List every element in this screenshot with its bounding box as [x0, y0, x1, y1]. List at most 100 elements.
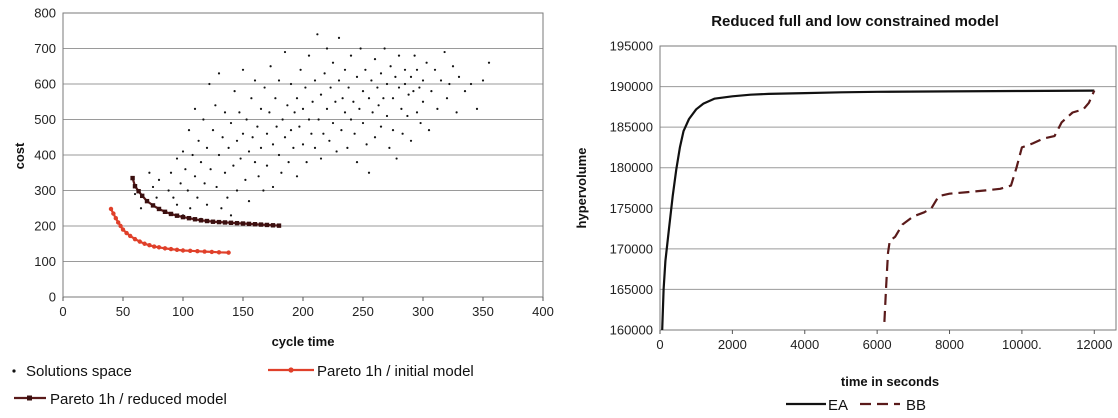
- point-pareto-1h-reduced-model: [157, 207, 161, 211]
- point-pareto-1h-reduced-model: [163, 210, 167, 214]
- point-solutions-space: [330, 86, 332, 88]
- point-solutions-space: [224, 111, 226, 113]
- right-xtick-label: 12000: [1076, 337, 1112, 352]
- point-pareto-1h-initial-model: [138, 239, 142, 243]
- point-solutions-space: [208, 83, 210, 85]
- point-pareto-1h-reduced-model: [145, 199, 149, 203]
- point-solutions-space: [412, 90, 414, 92]
- hypervolume-line-chart: Reduced full and low constrained model h…: [560, 0, 1118, 418]
- point-solutions-space: [300, 69, 302, 71]
- legend-marker-reduced-model: [27, 396, 32, 401]
- point-solutions-space: [326, 108, 328, 110]
- point-solutions-space: [256, 126, 258, 128]
- point-solutions-space: [264, 86, 266, 88]
- point-solutions-space: [260, 108, 262, 110]
- point-solutions-space: [254, 161, 256, 163]
- point-solutions-space: [189, 207, 191, 209]
- point-solutions-space: [230, 214, 232, 216]
- right-legend: EA BB: [786, 397, 926, 414]
- point-solutions-space: [384, 47, 386, 49]
- point-solutions-space: [222, 136, 224, 138]
- point-solutions-space: [156, 197, 158, 199]
- point-solutions-space: [192, 154, 194, 156]
- point-pareto-1h-reduced-model: [193, 217, 197, 221]
- point-solutions-space: [148, 172, 150, 174]
- point-solutions-space: [416, 69, 418, 71]
- point-solutions-space: [356, 161, 358, 163]
- point-solutions-space: [332, 122, 334, 124]
- right-chart-title: Reduced full and low constrained model: [711, 13, 999, 30]
- right-ytick-label: 195000: [610, 39, 653, 54]
- point-solutions-space: [398, 86, 400, 88]
- point-solutions-space: [416, 111, 418, 113]
- point-pareto-1h-initial-model: [157, 245, 161, 249]
- point-pareto-1h-initial-model: [202, 249, 206, 253]
- point-solutions-space: [378, 104, 380, 106]
- point-solutions-space: [252, 136, 254, 138]
- point-solutions-space: [320, 94, 322, 96]
- point-pareto-1h-reduced-model: [181, 215, 185, 219]
- point-pareto-1h-reduced-model: [133, 184, 137, 188]
- point-solutions-space: [182, 150, 184, 152]
- point-pareto-1h-initial-model: [217, 250, 221, 254]
- point-solutions-space: [470, 83, 472, 85]
- right-xtick-label: 10000.: [1002, 337, 1042, 352]
- left-ytick-label: 500: [34, 112, 56, 127]
- point-solutions-space: [296, 175, 298, 177]
- point-pareto-1h-reduced-model: [265, 223, 269, 227]
- point-solutions-space: [404, 83, 406, 85]
- point-solutions-space: [218, 72, 220, 74]
- point-solutions-space: [294, 111, 296, 113]
- point-pareto-1h-reduced-model: [151, 203, 155, 207]
- point-pareto-1h-reduced-model: [247, 222, 251, 226]
- point-solutions-space: [334, 101, 336, 103]
- point-pareto-1h-reduced-model: [235, 221, 239, 225]
- point-solutions-space: [238, 111, 240, 113]
- point-solutions-space: [290, 83, 292, 85]
- point-solutions-space: [392, 97, 394, 99]
- left-xtick-label: 150: [232, 304, 254, 319]
- point-solutions-space: [280, 172, 282, 174]
- point-solutions-space: [258, 175, 260, 177]
- point-solutions-space: [218, 154, 220, 156]
- point-solutions-space: [234, 90, 236, 92]
- point-solutions-space: [400, 108, 402, 110]
- point-solutions-space: [232, 165, 234, 167]
- point-solutions-space: [290, 129, 292, 131]
- point-solutions-space: [278, 79, 280, 81]
- point-solutions-space: [204, 182, 206, 184]
- point-solutions-space: [198, 140, 200, 142]
- point-solutions-space: [250, 97, 252, 99]
- point-solutions-space: [316, 33, 318, 35]
- left-ytick-label: 800: [34, 6, 56, 21]
- point-pareto-1h-reduced-model: [217, 220, 221, 224]
- point-pareto-1h-initial-model: [169, 247, 173, 251]
- legend-label-reduced-model: Pareto 1h / reduced model: [50, 391, 227, 408]
- point-solutions-space: [266, 133, 268, 135]
- right-xtick-label: 6000: [863, 337, 892, 352]
- left-xtick-label: 0: [59, 304, 66, 319]
- point-solutions-space: [210, 168, 212, 170]
- point-solutions-space: [312, 101, 314, 103]
- point-pareto-1h-reduced-model: [140, 194, 144, 198]
- point-pareto-1h-reduced-model: [136, 189, 140, 193]
- point-solutions-space: [172, 197, 174, 199]
- point-solutions-space: [216, 186, 218, 188]
- point-solutions-space: [368, 97, 370, 99]
- point-solutions-space: [362, 90, 364, 92]
- point-pareto-1h-reduced-model: [169, 212, 173, 216]
- legend-label-initial-model: Pareto 1h / initial model: [317, 363, 474, 380]
- point-solutions-space: [360, 47, 362, 49]
- point-solutions-space: [134, 193, 136, 195]
- point-solutions-space: [310, 133, 312, 135]
- point-solutions-space: [202, 118, 204, 120]
- right-xlabel: time in seconds: [841, 374, 939, 389]
- point-solutions-space: [338, 79, 340, 81]
- point-pareto-1h-reduced-model: [229, 221, 233, 225]
- point-solutions-space: [406, 115, 408, 117]
- point-solutions-space: [214, 104, 216, 106]
- point-solutions-space: [376, 86, 378, 88]
- point-solutions-space: [242, 69, 244, 71]
- point-solutions-space: [152, 186, 154, 188]
- point-solutions-space: [456, 111, 458, 113]
